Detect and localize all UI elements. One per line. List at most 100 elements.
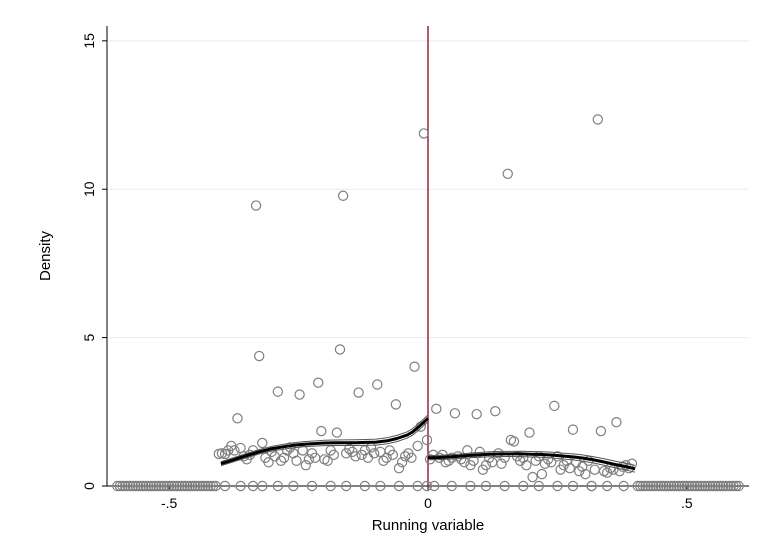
scatter-point <box>189 480 201 492</box>
scatter-point <box>229 445 240 456</box>
fit-ci-lower <box>427 455 636 473</box>
scatter-point <box>637 480 649 492</box>
scatter-point <box>640 480 651 492</box>
fit-ci-lower <box>220 421 429 467</box>
x-tick-label: .5 <box>681 495 693 511</box>
scatter-point <box>595 425 607 437</box>
scatter-point <box>368 448 380 459</box>
scatter-point <box>291 455 302 466</box>
scatter-point <box>153 480 164 492</box>
scatter-point <box>381 452 392 464</box>
scatter-point <box>278 452 290 464</box>
fit-ci-upper <box>427 450 636 466</box>
scatter-point <box>412 440 423 452</box>
scatter-point <box>502 168 513 179</box>
scatter-point <box>527 471 538 483</box>
scatter-point <box>117 480 128 492</box>
scatter-point <box>648 480 659 492</box>
scatter-point <box>592 114 604 125</box>
scatter-point <box>122 480 133 492</box>
scatter-point <box>166 480 177 492</box>
scatter-point <box>138 480 149 492</box>
scatter-point <box>728 480 739 492</box>
y-axis-title: Density <box>37 230 54 281</box>
scatter-point <box>344 443 355 455</box>
scatter-point <box>158 480 170 492</box>
scatter-point <box>490 406 501 417</box>
scatter-point <box>200 480 211 492</box>
scatter-point <box>250 200 262 211</box>
scatter-point <box>684 480 695 492</box>
scatter-point <box>328 449 339 461</box>
scatter-point <box>533 480 544 492</box>
scatter-point <box>418 128 430 139</box>
scatter-point <box>396 457 408 468</box>
fit-line-right <box>427 452 636 471</box>
scatter-point <box>150 480 162 492</box>
scatter-point <box>679 480 690 492</box>
scatter-point <box>263 457 274 468</box>
scatter-point <box>197 480 208 492</box>
fit-line-left <box>220 417 430 466</box>
scatter-point <box>148 480 159 492</box>
scatter-point <box>518 480 529 492</box>
scatter-point <box>169 480 180 492</box>
scatter-point <box>257 480 268 492</box>
scatter-point <box>254 350 265 362</box>
ticks: 0 5 10 15 -.5 0 .5 <box>81 33 693 511</box>
y-tick-label: 5 <box>81 334 97 342</box>
scatter-point <box>288 448 299 459</box>
scatter-point <box>589 464 600 475</box>
scatter-point <box>692 480 703 492</box>
scatter-point <box>431 403 442 415</box>
scatter-point <box>132 480 144 492</box>
scatter-point <box>421 434 433 446</box>
scatter-point <box>645 480 656 492</box>
scatter-point <box>187 480 198 492</box>
scatter-point <box>340 480 352 492</box>
scatter-point <box>337 190 349 201</box>
scatter-point <box>390 399 402 410</box>
scatter-point <box>449 408 461 419</box>
scatter-point <box>508 436 520 447</box>
scatter-point <box>658 480 669 492</box>
scatter-point <box>421 480 433 492</box>
scatter-point <box>232 413 243 424</box>
scatter-point <box>521 460 532 471</box>
scatter-point <box>325 480 336 492</box>
y-tick-label: 15 <box>81 33 97 49</box>
scatter-point <box>359 480 371 492</box>
scatter-point <box>733 480 744 492</box>
scatter-point <box>499 480 510 492</box>
scatter-point <box>375 480 386 492</box>
scatter-point <box>114 480 126 492</box>
scatter-point <box>707 480 718 492</box>
scatter-point <box>205 480 216 492</box>
scatter-point <box>387 449 398 461</box>
scatter-point <box>480 480 492 492</box>
scatter-point <box>552 480 563 492</box>
scatter-point <box>350 451 361 462</box>
scatter-point <box>650 480 662 492</box>
scatter-point <box>524 427 535 438</box>
x-axis-title: Running variable <box>372 517 485 534</box>
scatter-point <box>635 480 646 492</box>
scatter-point <box>179 480 190 492</box>
scatter-point <box>145 480 157 492</box>
scatter-point <box>235 480 246 492</box>
scatter-point <box>130 480 141 492</box>
scatter-point <box>372 379 383 390</box>
scatter-point <box>194 480 206 492</box>
scatter-point <box>135 480 146 492</box>
scatter-point <box>125 480 136 492</box>
scatter-point <box>127 480 139 492</box>
scatter-point <box>663 480 674 492</box>
scatter-point <box>567 480 579 492</box>
scatter-point <box>207 480 219 492</box>
scatter-point <box>316 425 327 437</box>
scatter-point <box>171 480 183 492</box>
scatter-point <box>725 480 737 492</box>
x-tick-label: -.5 <box>161 495 178 511</box>
scatter-point <box>294 389 305 400</box>
fit-ci-upper <box>220 414 429 463</box>
